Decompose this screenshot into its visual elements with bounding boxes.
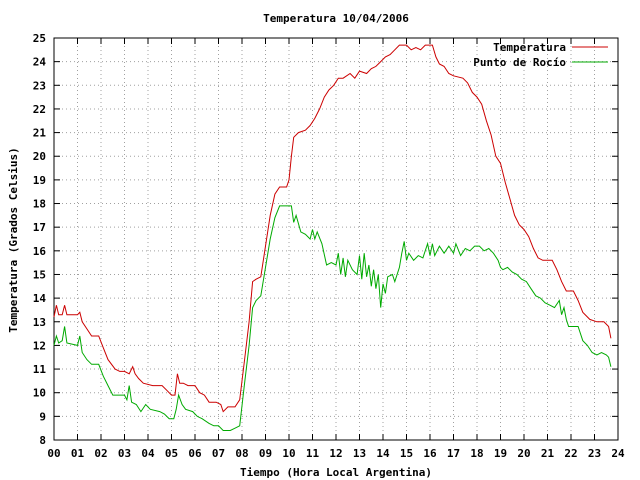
x-tick-label: 22	[564, 447, 577, 460]
x-tick-label: 17	[447, 447, 460, 460]
y-tick-label: 21	[33, 127, 47, 140]
y-tick-label: 22	[33, 103, 46, 116]
y-tick-label: 16	[33, 245, 47, 258]
x-axis-label: Tiempo (Hora Local Argentina)	[240, 466, 432, 479]
x-tick-label: 23	[588, 447, 601, 460]
x-tick-label: 05	[165, 447, 178, 460]
legend: Temperatura Punto de Rocío	[473, 41, 608, 69]
y-tick-label: 15	[33, 268, 46, 281]
y-tick-label: 24	[33, 56, 47, 69]
x-tick-label: 04	[141, 447, 155, 460]
x-tick-label: 21	[541, 447, 555, 460]
y-tick-label: 20	[33, 150, 46, 163]
y-tick-label: 10	[33, 387, 46, 400]
x-tick-label: 20	[517, 447, 530, 460]
y-tick-label: 14	[33, 292, 47, 305]
x-tick-label: 03	[118, 447, 131, 460]
x-tick-label: 16	[423, 447, 437, 460]
legend-label-punto-de-rocio: Punto de Rocío	[473, 56, 566, 69]
x-tick-label: 02	[94, 447, 107, 460]
series-line-temperatura	[53, 44, 612, 413]
x-tick-label: 00	[47, 447, 60, 460]
x-tick-label: 12	[329, 447, 342, 460]
axis-ticks: 8 9 10 11 12 13 14 15 16 17 18 19 20 21 22 23 24 25 00 01 02…	[33, 32, 625, 460]
x-tick-label: 10	[282, 447, 295, 460]
y-tick-label: 9	[39, 410, 46, 423]
x-tick-label: 24	[611, 447, 625, 460]
x-tick-label: 15	[400, 447, 413, 460]
y-tick-label: 18	[33, 198, 46, 211]
y-tick-label: 8	[39, 434, 46, 447]
x-tick-label: 13	[353, 447, 366, 460]
x-tick-label: 19	[494, 447, 507, 460]
y-axis-label: Temperatura (Grados Celsius)	[7, 147, 20, 332]
y-tick-label: 12	[33, 339, 46, 352]
series-line-punto-de-rocio	[53, 205, 612, 431]
x-tick-label: 06	[188, 447, 202, 460]
x-tick-label: 09	[259, 447, 272, 460]
x-tick-label: 11	[306, 447, 320, 460]
y-tick-label: 25	[33, 32, 46, 45]
y-tick-label: 11	[33, 363, 47, 376]
grid-lines	[54, 38, 618, 440]
x-tick-label: 14	[376, 447, 390, 460]
legend-label-temperatura: Temperatura	[493, 41, 566, 54]
chart-title: Temperatura 10/04/2006	[263, 12, 409, 25]
x-tick-label: 07	[212, 447, 225, 460]
series-lines	[53, 44, 612, 431]
x-tick-label: 18	[470, 447, 483, 460]
x-tick-label: 08	[235, 447, 248, 460]
x-tick-label: 01	[71, 447, 85, 460]
y-tick-label: 13	[33, 316, 46, 329]
y-tick-label: 23	[33, 79, 46, 92]
y-tick-label: 19	[33, 174, 46, 187]
y-tick-label: 17	[33, 221, 46, 234]
